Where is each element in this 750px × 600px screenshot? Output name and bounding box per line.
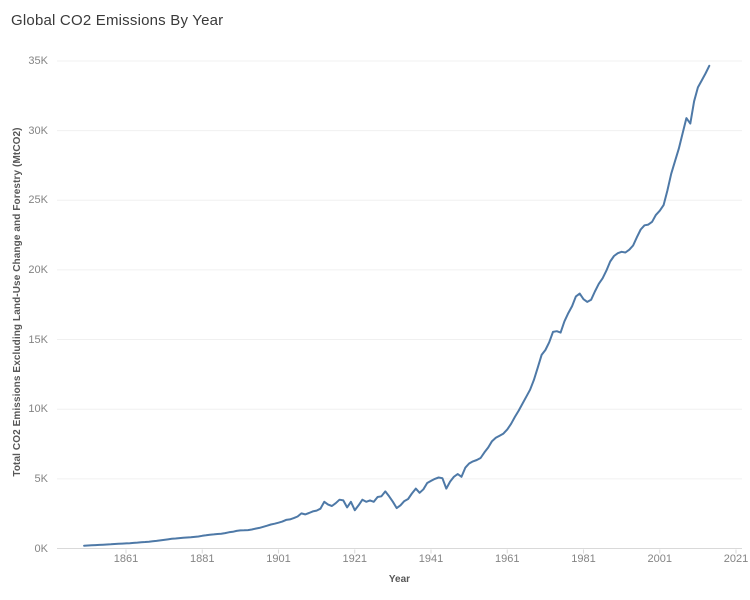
y-tick-label: 20K <box>28 263 48 276</box>
y-tick-label: 25K <box>28 194 48 207</box>
x-tick-label: 2001 <box>647 553 672 565</box>
y-tick-label: 0K <box>34 542 48 555</box>
y-tick-label: 30K <box>28 124 48 137</box>
x-tick-label: 1881 <box>190 553 215 565</box>
x-tick-label: 1921 <box>342 553 367 565</box>
y-tick-label: 5K <box>34 472 48 485</box>
chart-title: Global CO2 Emissions By Year <box>11 12 224 29</box>
y-tick-label: 10K <box>28 403 48 416</box>
x-axis-title: Year <box>388 574 411 585</box>
x-tick-label: 1961 <box>495 553 520 565</box>
y-tick-label: 15K <box>28 333 48 346</box>
x-tick-label: 1981 <box>571 553 596 565</box>
y-tick-label: 35K <box>28 54 48 67</box>
emissions-line-series[interactable] <box>83 64 711 547</box>
x-tick-label: 2021 <box>723 553 749 565</box>
x-tick-label: 1941 <box>418 553 444 565</box>
x-tick-label: 1861 <box>113 553 139 565</box>
x-tick-label: 1901 <box>266 553 291 565</box>
